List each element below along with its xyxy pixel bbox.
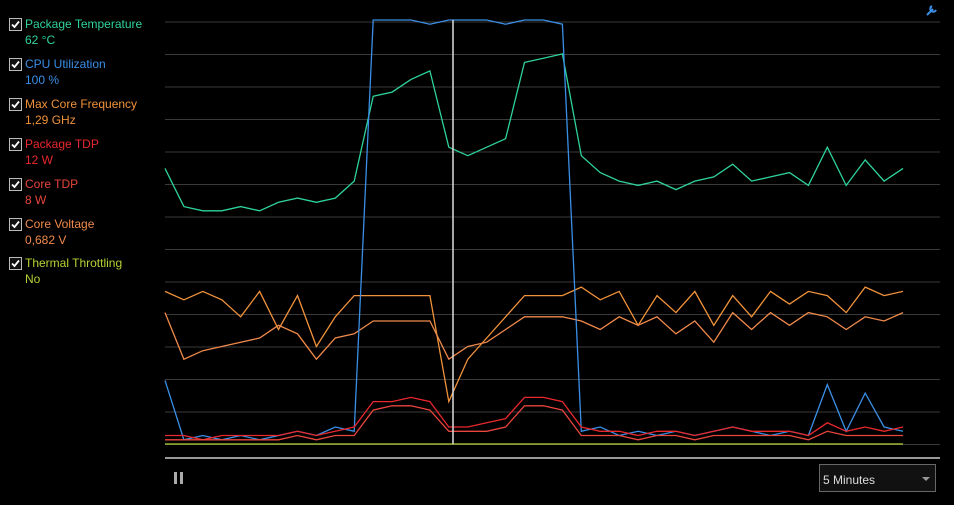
legend-value: No: [25, 272, 41, 286]
legend-label: Package TDP: [25, 137, 99, 151]
legend-value: 12 W: [25, 153, 54, 167]
series-line: [164, 53, 904, 212]
checkbox[interactable]: [9, 98, 22, 111]
legend-value: 62 °C: [25, 33, 56, 47]
legend-label: CPU Utilization: [25, 57, 106, 71]
series-line: [164, 286, 904, 404]
series-line: [165, 405, 903, 441]
duration-dropdown[interactable]: 5 Minutes: [819, 464, 936, 492]
duration-text: 5 Minutes: [823, 473, 876, 487]
checkbox[interactable]: [9, 218, 22, 231]
checkbox[interactable]: [9, 178, 22, 191]
series-line: [164, 311, 904, 361]
legend-label: Core TDP: [25, 177, 79, 191]
legend-value: 1,29 GHz: [25, 113, 76, 127]
checkbox[interactable]: [9, 58, 22, 71]
legend-label: Core Voltage: [25, 217, 95, 231]
settings-icon[interactable]: [925, 3, 939, 17]
dropdown-arrow: [922, 477, 930, 481]
checkbox[interactable]: [9, 138, 22, 151]
legend-value: 0,682 V: [25, 233, 67, 247]
legend-value: 100 %: [25, 73, 60, 87]
checkbox[interactable]: [9, 18, 22, 31]
pause-button[interactable]: [172, 471, 186, 485]
legend-value: 8 W: [25, 193, 47, 207]
checkbox[interactable]: [9, 257, 22, 270]
legend-label: Thermal Throttling: [25, 256, 123, 270]
series-line: [165, 396, 904, 441]
series-line: [164, 19, 904, 441]
legend-label: Max Core Frequency: [25, 97, 138, 111]
legend-label: Package Temperature: [25, 17, 143, 31]
